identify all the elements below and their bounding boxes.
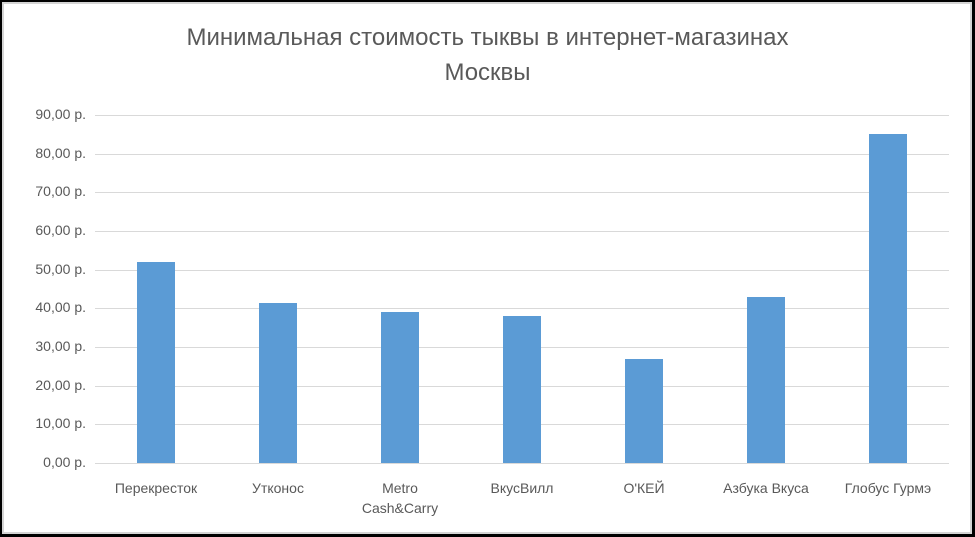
chart-title-line-2: Москвы (444, 59, 531, 86)
gridline (95, 463, 949, 464)
chart-title: Минимальная стоимость тыквы в интернет-м… (0, 20, 975, 90)
y-tick-label: 70,00 р. (35, 183, 86, 200)
y-tick-label: 10,00 р. (35, 415, 86, 432)
bar[interactable] (259, 302, 297, 463)
gridline (95, 308, 949, 310)
x-tick-label-line: Глобус Гурмэ (844, 480, 932, 496)
x-tick-label: Утконос (217, 478, 339, 498)
y-tick-label: 90,00 р. (35, 106, 86, 122)
x-tick-label: О'КЕЙ (583, 478, 705, 498)
plot-area (95, 115, 949, 464)
x-tick-label: Metro Cash&Carry (339, 478, 461, 518)
y-tick-label: 60,00 р. (35, 222, 86, 238)
x-tick-label: Азбука Вкуса (705, 478, 827, 498)
x-tick-label-line: Утконос (252, 480, 304, 496)
bar[interactable] (381, 312, 419, 463)
bar[interactable] (625, 358, 663, 463)
x-tick-label: ВкусВилл (461, 478, 583, 498)
x-tick-label: Перекресток (95, 478, 217, 498)
y-tick-label: 80,00 р. (35, 144, 86, 161)
bar[interactable] (869, 134, 907, 463)
x-tick-label-line: Metro (382, 480, 418, 496)
gridline (95, 153, 949, 155)
bar[interactable] (747, 296, 785, 463)
x-tick-label-line: Азбука Вкуса (723, 480, 809, 496)
bar[interactable] (137, 261, 175, 463)
y-tick-label: 0,00 р. (43, 454, 86, 470)
x-tick-label-line: О'КЕЙ (623, 480, 665, 496)
chart-title-line-1: Минимальная стоимость тыквы в интернет-м… (186, 24, 789, 51)
x-tick-label: Глобус Гурмэ (827, 478, 949, 498)
bar[interactable] (503, 316, 541, 463)
gridline (95, 269, 949, 271)
x-tick-label-line: Перекресток (114, 480, 198, 496)
y-tick-label: 40,00 р. (35, 299, 86, 316)
gridline (95, 192, 949, 194)
y-tick-label: 50,00 р. (35, 260, 86, 277)
gridline (95, 115, 949, 116)
gridline (95, 231, 949, 232)
y-tick-label: 30,00 р. (35, 338, 86, 354)
x-tick-label-line: Cash&Carry (361, 500, 439, 516)
y-tick-label: 20,00 р. (35, 376, 86, 393)
x-tick-label-line: ВкусВилл (490, 480, 554, 496)
